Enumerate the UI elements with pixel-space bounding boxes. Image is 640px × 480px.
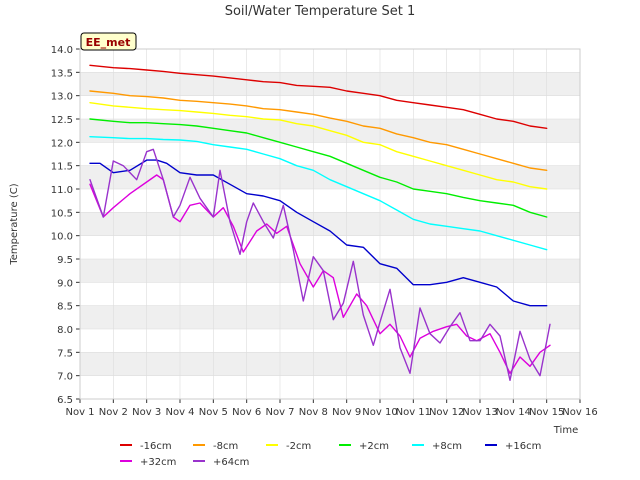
x-tick-label: Nov 3 [132, 407, 161, 418]
y-tick-label: 10.0 [51, 232, 73, 243]
y-axis-label: Temperature (C) [9, 183, 20, 265]
legend-label: -8cm [213, 441, 238, 452]
x-tick-label: Nov 12 [429, 407, 464, 418]
y-tick-label: 10.5 [51, 208, 73, 219]
y-tick-label: 12.5 [51, 115, 73, 126]
legend: -16cm -8cm -2cm +2cm +8cm +16cm +32cm +64cm [120, 441, 541, 468]
y-tick-label: 6.5 [57, 395, 73, 406]
plot-band [80, 165, 580, 189]
legend-label: -2cm [286, 441, 311, 452]
y-tick-label: 13.5 [51, 68, 73, 79]
badge-label: EE_met [86, 36, 131, 49]
x-tick-label: Nov 13 [462, 407, 497, 418]
y-tick-label: 12.0 [51, 138, 73, 149]
x-tick-label: Nov 11 [396, 407, 431, 418]
x-axis-label: Time [553, 425, 578, 436]
y-tick-label: 13.0 [51, 92, 73, 103]
y-tick-label: 11.0 [51, 185, 73, 196]
badge: EE_met [80, 32, 137, 51]
plot-band [80, 329, 580, 353]
y-tick-label: 7.0 [57, 372, 73, 383]
legend-label: +2cm [359, 441, 389, 452]
legend-label: +8cm [432, 441, 462, 452]
plot-band [80, 95, 580, 119]
plot-frame [79, 48, 581, 400]
series-line-2cm [89, 101, 548, 190]
series-line-8cm [89, 90, 548, 172]
legend-label: +16cm [505, 441, 541, 452]
series-line-8cm [89, 135, 548, 251]
plot-band [80, 375, 580, 399]
series-lines [89, 64, 551, 381]
x-tick-label: Nov 8 [299, 407, 328, 418]
y-axis-ticks: 6.5 7.0 7.5 8.0 8.5 9.0 9.5 10.0 10.5 11.0 11.5 12.… [51, 45, 80, 406]
plot-band [80, 72, 580, 96]
series-line-16cm [89, 64, 548, 130]
x-tick-label: Nov 2 [99, 407, 128, 418]
x-axis-ticks: Nov 1 Nov 2 Nov 3 Nov 4 Nov 5 Nov 6 Nov 7 Nov 8… [65, 399, 598, 418]
x-tick-label: Nov 9 [332, 407, 361, 418]
x-tick-label: Nov 5 [199, 407, 228, 418]
x-tick-label: Nov 14 [496, 407, 531, 418]
x-tick-label: Nov 1 [65, 407, 94, 418]
y-tick-label: 7.5 [57, 348, 73, 359]
y-tick-label: 8.0 [57, 325, 73, 336]
plot-band [80, 189, 580, 213]
plot-band [80, 142, 580, 166]
plot-band [80, 259, 580, 283]
y-tick-label: 11.5 [51, 162, 73, 173]
x-tick-label: Nov 16 [562, 407, 597, 418]
plot-band [80, 235, 580, 259]
badge-box [80, 32, 137, 51]
plot-band [80, 212, 580, 236]
plot-bands [79, 48, 581, 400]
legend-label: +64cm [213, 457, 249, 468]
y-tick-label: 8.5 [57, 302, 73, 313]
chart-title: Soil/Water Temperature Set 1 [225, 4, 416, 19]
plot-band [80, 49, 580, 73]
series-line-2cm [89, 118, 548, 218]
y-tick-label: 9.0 [57, 278, 73, 289]
y-tick-label: 9.5 [57, 255, 73, 266]
x-tick-label: Nov 7 [265, 407, 294, 418]
plot-band [80, 282, 580, 306]
x-tick-label: Nov 10 [362, 407, 397, 418]
legend-label: -16cm [140, 441, 172, 452]
plot-band [80, 305, 580, 329]
series-line-64cm [89, 148, 551, 381]
x-tick-label: Nov 15 [529, 407, 564, 418]
series-line-16cm [89, 159, 548, 307]
legend-label: +32cm [140, 457, 176, 468]
plot-band [80, 352, 580, 376]
x-tick-label: Nov 4 [165, 407, 194, 418]
y-tick-label: 14.0 [51, 45, 73, 56]
x-tick-label: Nov 6 [232, 407, 261, 418]
